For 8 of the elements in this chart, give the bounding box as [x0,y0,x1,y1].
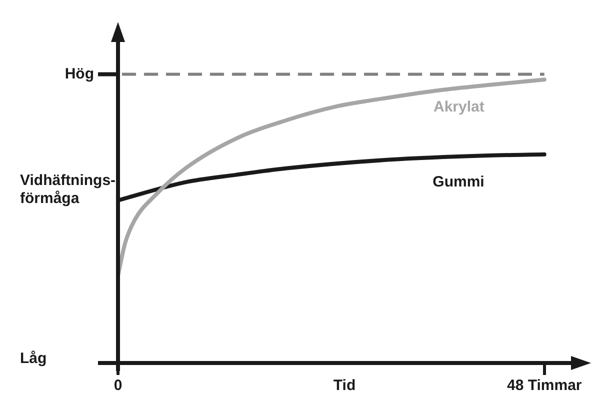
series-label: Akrylat [433,98,484,116]
x-tick-label: 0 [114,377,122,394]
ref-line-label: Hög [64,65,94,82]
x-axis-title: Tid [333,377,356,394]
text: Låg [20,350,47,368]
series-label: Gummi [432,174,484,191]
x-tick-label: 48 Timmar [506,377,582,394]
y-axis-title: Vidhäftnings-förmåga [20,172,116,207]
